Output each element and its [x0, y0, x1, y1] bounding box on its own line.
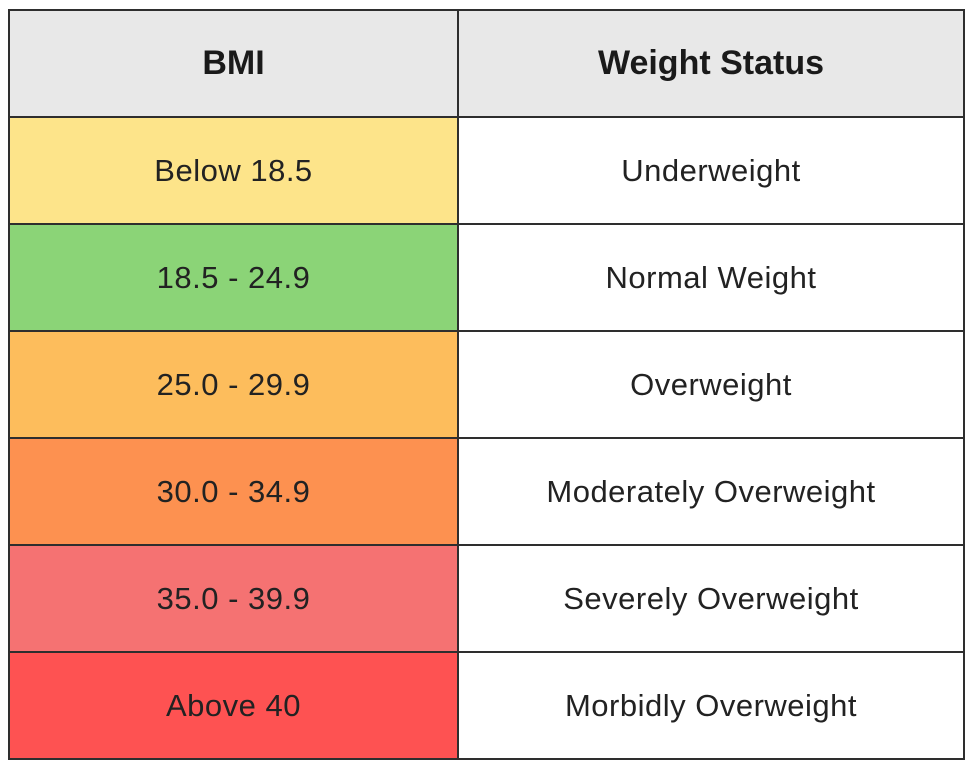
weight-status-cell: Overweight	[457, 330, 965, 439]
bmi-range-cell: 25.0 - 29.9	[8, 330, 459, 439]
table-row: 35.0 - 39.9 Severely Overweight	[8, 544, 965, 653]
table-row: 30.0 - 34.9 Moderately Overweight	[8, 437, 965, 546]
table-row: 18.5 - 24.9 Normal Weight	[8, 223, 965, 332]
table-body: Below 18.5 Underweight 18.5 - 24.9 Normal W…	[8, 116, 965, 760]
table-row: 25.0 - 29.9 Overweight	[8, 330, 965, 439]
bmi-range-cell: 35.0 - 39.9	[8, 544, 459, 653]
weight-status-cell: Underweight	[457, 116, 965, 225]
table-row: Above 40 Morbidly Overweight	[8, 651, 965, 760]
bmi-range-cell: 18.5 - 24.9	[8, 223, 459, 332]
header-row: BMI Weight Status	[8, 9, 965, 118]
bmi-range-cell: Below 18.5	[8, 116, 459, 225]
bmi-range-cell: Above 40	[8, 651, 459, 760]
weight-status-cell: Normal Weight	[457, 223, 965, 332]
weight-status-cell: Severely Overweight	[457, 544, 965, 653]
weight-status-cell: Moderately Overweight	[457, 437, 965, 546]
bmi-range-cell: 30.0 - 34.9	[8, 437, 459, 546]
header-cell: BMI	[8, 9, 459, 118]
table-row: Below 18.5 Underweight	[8, 116, 965, 225]
bmi-table-container: BMI Weight Status Below 18.5 Underweight 18…	[8, 9, 965, 760]
weight-status-cell: Morbidly Overweight	[457, 651, 965, 760]
bmi-table: BMI Weight Status Below 18.5 Underweight 18…	[8, 9, 965, 760]
header-cell: Weight Status	[457, 9, 965, 118]
